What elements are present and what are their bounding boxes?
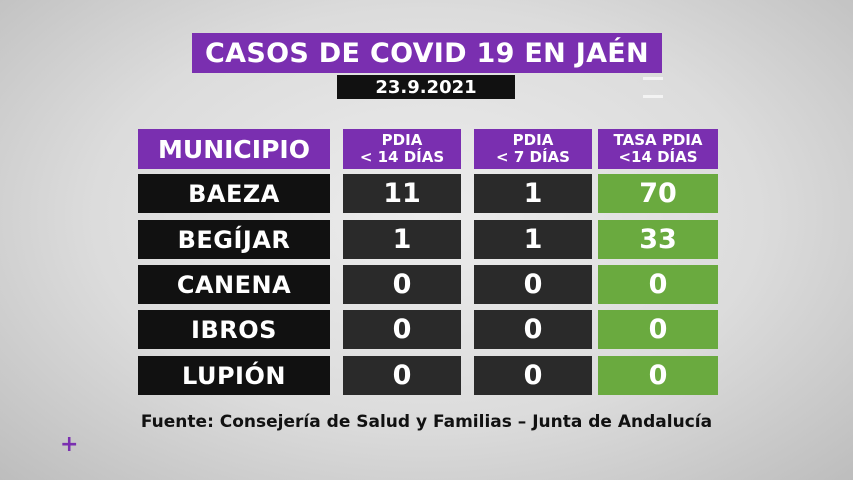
row-pdia-14: 1 [343,220,461,259]
decorative-line [643,95,663,98]
row-pdia-7: 0 [474,310,592,349]
header-municipio: MUNICIPIO [138,129,330,169]
header-tasa-pdia: TASA PDIA <14 DÍAS [598,129,718,169]
source-caption: Fuente: Consejería de Salud y Familias –… [140,412,713,432]
decorative-line [643,77,663,80]
header-pdia-14-line2: < 14 DÍAS [359,148,445,166]
header-tasa-line1: TASA PDIA [613,131,703,149]
header-pdia-14-line1: PDIA [381,131,423,149]
row-pdia-14: 11 [343,174,461,213]
row-municipio: IBROS [138,310,330,349]
row-municipio: BAEZA [138,174,330,213]
row-pdia-14: 0 [343,265,461,304]
row-tasa: 70 [598,174,718,213]
header-pdia-7-line1: PDIA [512,131,554,149]
header-tasa-line2: <14 DÍAS [618,148,698,166]
row-pdia-7: 0 [474,356,592,395]
header-pdia-14: PDIA < 14 DÍAS [343,129,461,169]
row-pdia-14: 0 [343,356,461,395]
row-tasa: 0 [598,265,718,304]
header-pdia-7: PDIA < 7 DÍAS [474,129,592,169]
row-tasa: 33 [598,220,718,259]
row-municipio: LUPIÓN [138,356,330,395]
row-pdia-14: 0 [343,310,461,349]
row-pdia-7: 1 [474,220,592,259]
header-pdia-7-line2: < 7 DÍAS [496,148,570,166]
row-pdia-7: 0 [474,265,592,304]
row-pdia-7: 1 [474,174,592,213]
row-municipio: CANENA [138,265,330,304]
row-municipio: BEGÍJAR [138,220,330,259]
plus-icon: + [60,432,79,457]
page-title: CASOS DE COVID 19 EN JAÉN [192,33,662,73]
date-label: 23.9.2021 [337,75,515,99]
row-tasa: 0 [598,310,718,349]
row-tasa: 0 [598,356,718,395]
